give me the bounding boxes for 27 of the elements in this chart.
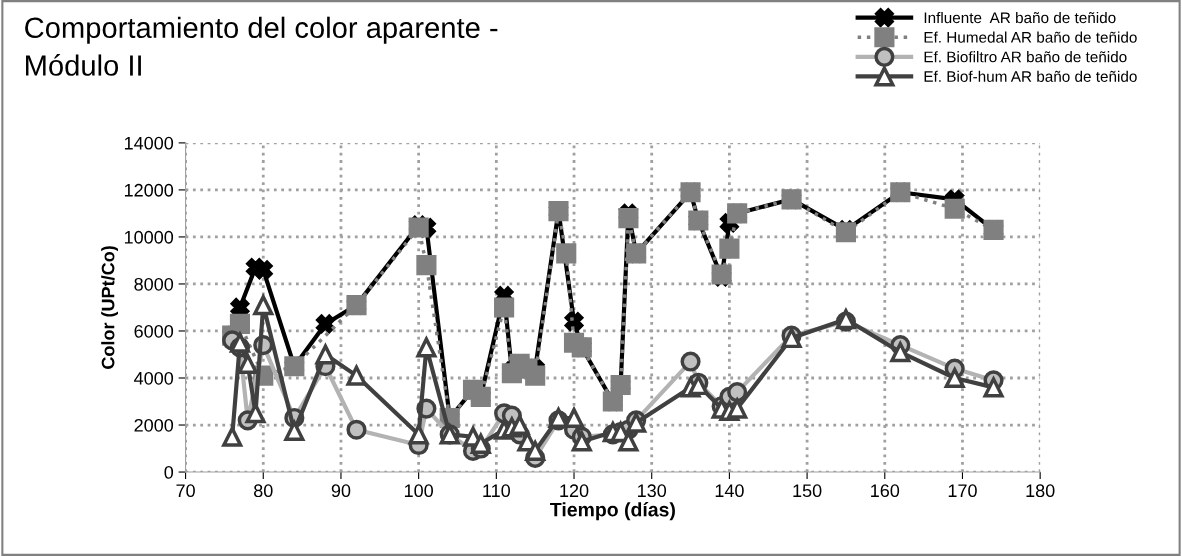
x-tick-label: 100 [404,484,433,498]
x-tick-label: 90 [331,484,351,498]
y-tick-label: 6000 [134,324,174,338]
x-tick-label: 170 [948,484,977,498]
x-tick-label: 160 [871,484,900,498]
x-tick-label: 140 [715,484,744,498]
y-axis-title: Color (UPt/Co) [101,246,119,369]
x-tick-label: 180 [1026,484,1055,498]
x-tick-label: 150 [793,484,822,498]
y-tick-label: 10000 [124,230,174,244]
legend-label: Ef. Biof-hum AR baño de teñido [924,70,1137,82]
x-tick-label: 80 [254,484,273,498]
legend-label: Ef. Biofiltro AR baño de teñido [924,51,1127,63]
x-axis-title: Tiempo (días) [550,502,675,521]
x-tick-label: 130 [638,484,667,498]
y-tick-label: 12000 [124,183,174,197]
y-tick-label: 0 [164,465,174,479]
y-tick-label: 4000 [134,371,174,385]
y-tick-label: 2000 [134,418,174,432]
y-tick-label: 8000 [134,277,174,291]
x-tick-label: 70 [176,484,195,498]
legend-label: Influente AR baño de teñido [924,11,1116,24]
y-tick-label: 14000 [124,136,174,150]
legend-label: Ef. Humedal AR baño de teñido [924,31,1137,43]
chart-title: Comportamiento del color aparente - Módulo II [25,16,498,76]
x-tick-label: 110 [483,484,511,498]
x-tick-label: 120 [560,484,589,498]
